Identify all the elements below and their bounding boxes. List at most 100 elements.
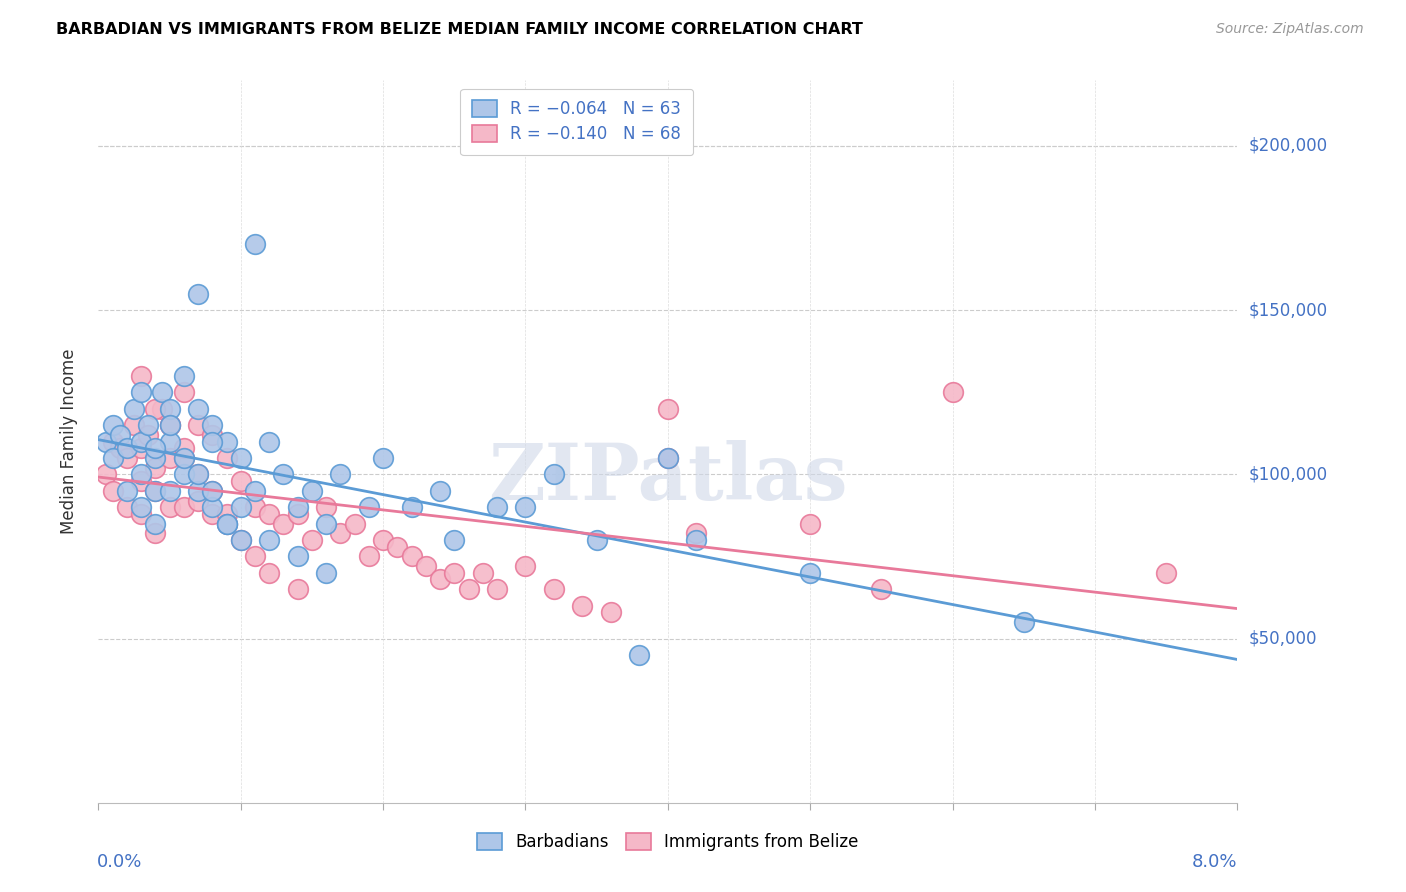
Point <box>201 483 224 498</box>
Point <box>657 401 679 416</box>
Text: 8.0%: 8.0% <box>1192 854 1237 871</box>
Point <box>173 500 195 515</box>
Point <box>415 559 437 574</box>
Point <box>357 500 380 515</box>
Point <box>159 418 181 433</box>
Point <box>201 418 224 433</box>
Point <box>145 516 167 531</box>
Point <box>443 533 465 547</box>
Point <box>387 540 409 554</box>
Point <box>159 401 181 416</box>
Point <box>215 516 238 531</box>
Point <box>115 450 138 465</box>
Point <box>870 582 893 597</box>
Point <box>942 385 965 400</box>
Point <box>628 648 651 662</box>
Point <box>799 516 821 531</box>
Point <box>287 500 309 515</box>
Point <box>129 474 152 488</box>
Point <box>657 450 679 465</box>
Point <box>115 500 138 515</box>
Point <box>152 385 174 400</box>
Point <box>108 441 131 455</box>
Point <box>173 441 195 455</box>
Y-axis label: Median Family Income: Median Family Income <box>59 349 77 534</box>
Point <box>229 533 252 547</box>
Point <box>515 500 537 515</box>
Point <box>229 533 252 547</box>
Point <box>443 566 465 580</box>
Point <box>315 516 337 531</box>
Point <box>201 483 224 498</box>
Point <box>215 516 238 531</box>
Point <box>685 526 707 541</box>
Point <box>259 434 281 449</box>
Text: $200,000: $200,000 <box>1249 137 1327 155</box>
Point <box>173 385 195 400</box>
Legend: Barbadians, Immigrants from Belize: Barbadians, Immigrants from Belize <box>470 825 866 860</box>
Point <box>159 434 181 449</box>
Point <box>329 526 352 541</box>
Point <box>187 483 209 498</box>
Point <box>329 467 352 482</box>
Point <box>187 493 209 508</box>
Point <box>486 582 509 597</box>
Point <box>145 401 167 416</box>
Text: $50,000: $50,000 <box>1249 630 1317 648</box>
Text: $150,000: $150,000 <box>1249 301 1327 319</box>
Point <box>543 467 565 482</box>
Point <box>145 441 167 455</box>
Text: ZIPatlas: ZIPatlas <box>488 440 848 516</box>
Point <box>515 559 537 574</box>
Point <box>136 428 159 442</box>
Point <box>129 467 152 482</box>
Point <box>115 483 138 498</box>
Point <box>259 566 281 580</box>
Point <box>315 566 337 580</box>
Point <box>229 450 252 465</box>
Point <box>1154 566 1177 580</box>
Point <box>1012 615 1035 630</box>
Point <box>187 467 209 482</box>
Point <box>145 483 167 498</box>
Point <box>101 483 124 498</box>
Point <box>108 428 131 442</box>
Point <box>600 605 623 619</box>
Point <box>243 500 266 515</box>
Point <box>145 450 167 465</box>
Point <box>145 460 167 475</box>
Point <box>243 483 266 498</box>
Point <box>215 507 238 521</box>
Point <box>145 483 167 498</box>
Point <box>585 533 607 547</box>
Text: Source: ZipAtlas.com: Source: ZipAtlas.com <box>1216 22 1364 37</box>
Point <box>129 500 152 515</box>
Point <box>301 483 323 498</box>
Point <box>201 434 224 449</box>
Point <box>115 441 138 455</box>
Text: $100,000: $100,000 <box>1249 466 1327 483</box>
Point <box>173 368 195 383</box>
Point <box>287 582 309 597</box>
Point <box>159 450 181 465</box>
Point <box>122 418 145 433</box>
Point <box>94 467 117 482</box>
Point <box>401 549 423 564</box>
Point <box>201 500 224 515</box>
Point <box>101 434 124 449</box>
Point <box>229 474 252 488</box>
Point <box>229 500 252 515</box>
Point <box>371 450 394 465</box>
Text: BARBADIAN VS IMMIGRANTS FROM BELIZE MEDIAN FAMILY INCOME CORRELATION CHART: BARBADIAN VS IMMIGRANTS FROM BELIZE MEDI… <box>56 22 863 37</box>
Point <box>343 516 366 531</box>
Point <box>136 418 159 433</box>
Point <box>187 467 209 482</box>
Point <box>259 533 281 547</box>
Point <box>129 368 152 383</box>
Point <box>187 286 209 301</box>
Point <box>273 516 295 531</box>
Point <box>129 441 152 455</box>
Point <box>122 401 145 416</box>
Point <box>471 566 494 580</box>
Point <box>243 237 266 252</box>
